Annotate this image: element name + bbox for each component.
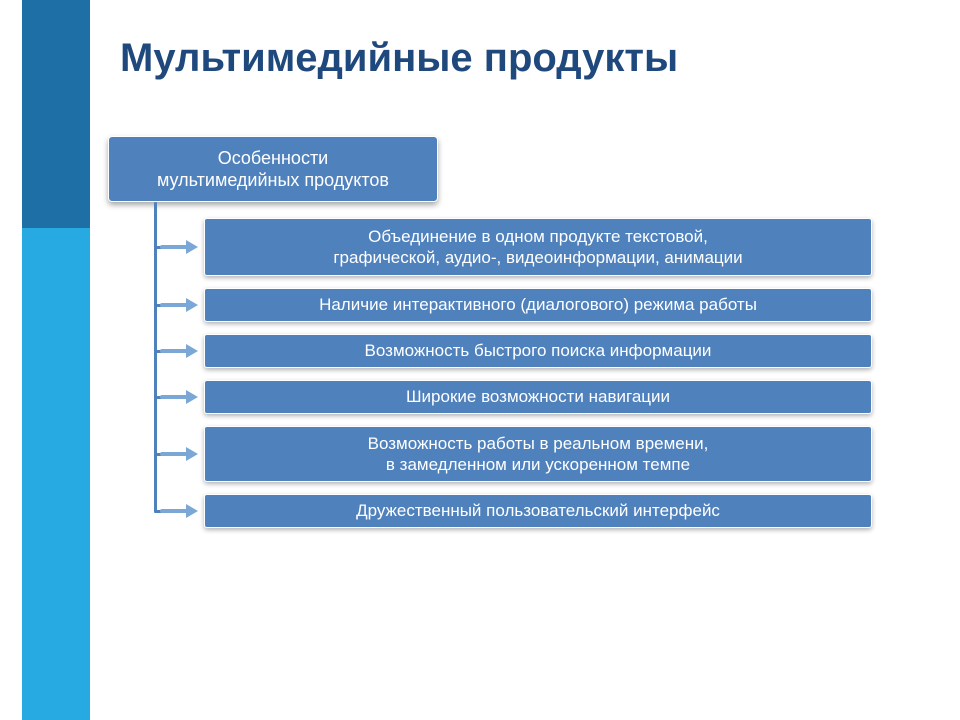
arrow-icon-1 <box>160 298 198 312</box>
root-box: Особенности мультимедийных продуктов <box>108 136 438 202</box>
child-box-0: Объединение в одном продукте текстовой, … <box>204 218 872 276</box>
slide: Мультимедийные продукты Особенности муль… <box>0 0 960 720</box>
page-title: Мультимедийные продукты <box>120 36 678 81</box>
child-box-2: Возможность быстрого поиска информации <box>204 334 872 368</box>
child-box-3: Широкие возможности навигации <box>204 380 872 414</box>
child-box-1: Наличие интерактивного (диалогового) реж… <box>204 288 872 322</box>
connector-trunk <box>154 202 157 513</box>
arrow-icon-0 <box>160 240 198 254</box>
arrow-icon-2 <box>160 344 198 358</box>
arrow-icon-4 <box>160 447 198 461</box>
arrow-icon-5 <box>160 504 198 518</box>
child-box-5: Дружественный пользовательский интерфейс <box>204 494 872 528</box>
hierarchy-diagram: Особенности мультимедийных продуктов Объ… <box>108 136 888 556</box>
accent-bar-bottom <box>22 228 90 720</box>
arrow-icon-3 <box>160 390 198 404</box>
accent-bar-top <box>22 0 90 228</box>
child-box-4: Возможность работы в реальном времени, в… <box>204 426 872 482</box>
